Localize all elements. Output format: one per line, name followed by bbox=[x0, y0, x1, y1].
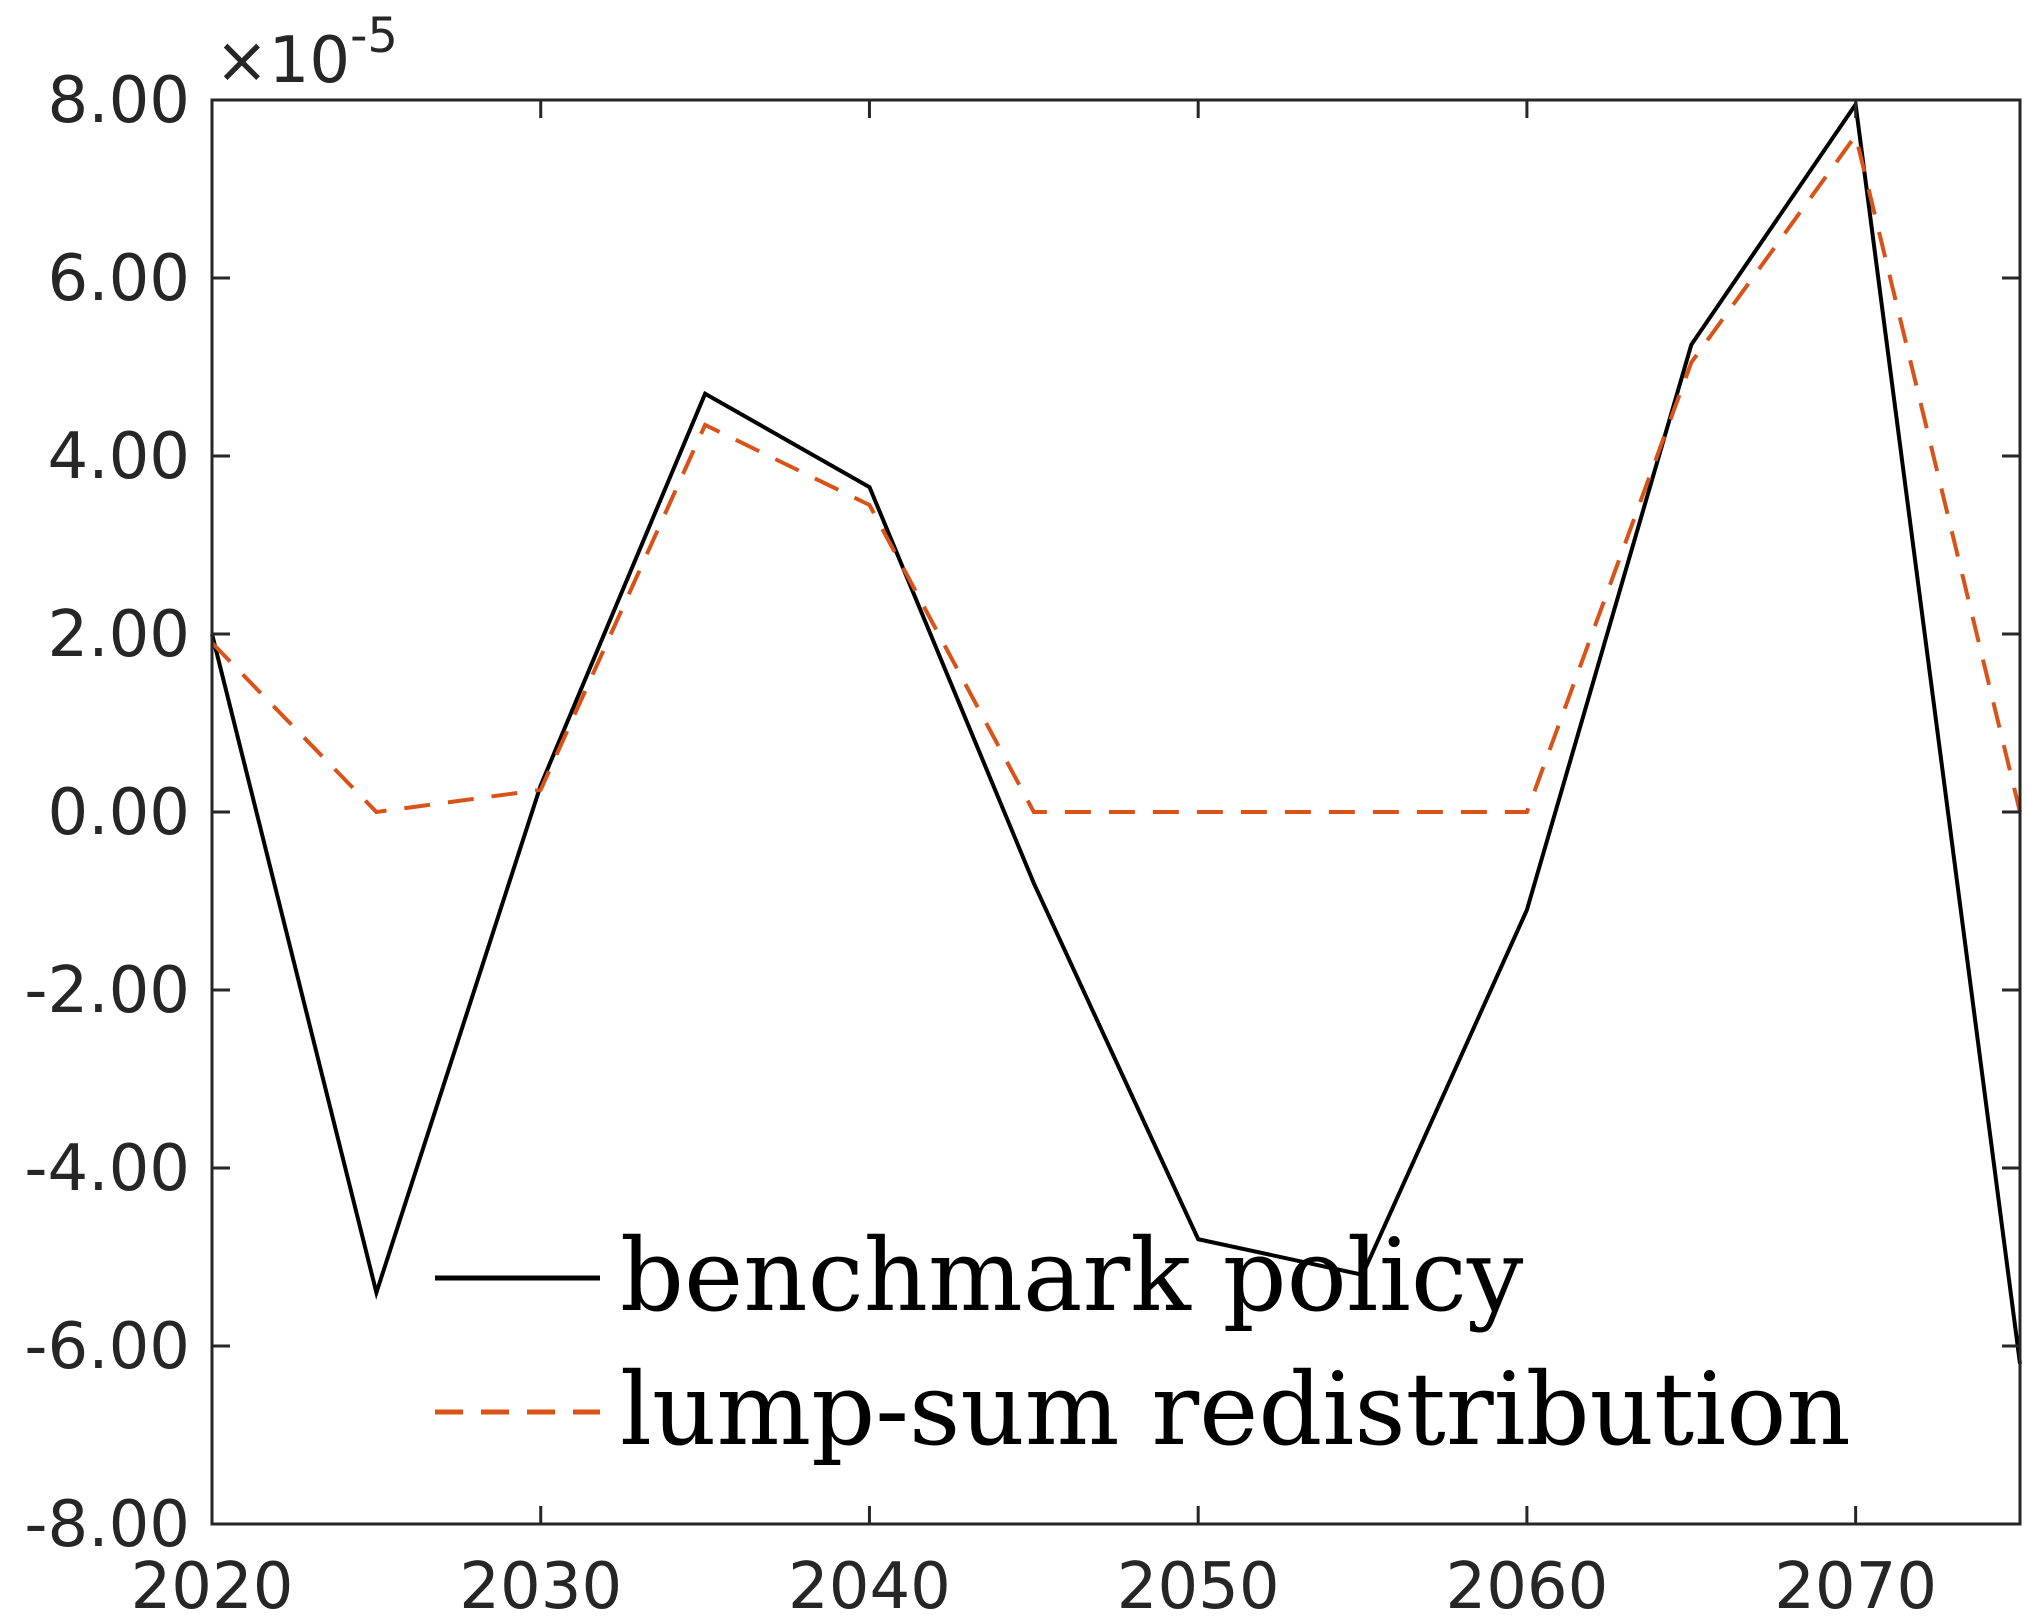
y-tick-label-7: -6.00 bbox=[24, 1310, 190, 1384]
series-layer bbox=[210, 99, 2022, 1365]
series-line-1 bbox=[210, 130, 2022, 815]
legend: benchmark policy lump-sum redistribution bbox=[435, 1217, 1851, 1468]
y-tick-label-0: 8.00 bbox=[48, 64, 191, 138]
y-tick-label-8: -8.00 bbox=[24, 1488, 190, 1562]
x-tick-label-1: 2030 bbox=[459, 1550, 622, 1622]
y-tick-label-5: -2.00 bbox=[24, 954, 190, 1028]
x-tick-label-0: 2020 bbox=[131, 1550, 294, 1622]
legend-label-benchmark: benchmark policy bbox=[620, 1217, 1524, 1334]
tick-layer bbox=[210, 98, 2020, 1526]
y-tick-label-4: 0.00 bbox=[48, 776, 191, 850]
series-line-0 bbox=[210, 99, 2022, 1365]
y-tick-label-6: -4.00 bbox=[24, 1132, 190, 1206]
legend-label-lump-sum: lump-sum redistribution bbox=[620, 1351, 1851, 1468]
y-tick-label-2: 4.00 bbox=[48, 420, 191, 494]
y-tick-label-1: 6.00 bbox=[48, 242, 191, 316]
y-multiplier-label: ×10-5 bbox=[215, 8, 398, 98]
x-tick-label-5: 2070 bbox=[1774, 1550, 1937, 1622]
y-multiplier-base: ×10 bbox=[215, 24, 350, 98]
x-tick-label-2: 2040 bbox=[788, 1550, 951, 1622]
x-tick-label-3: 2050 bbox=[1117, 1550, 1280, 1622]
x-tick-labels: 2020 2030 2040 2050 2060 2070 bbox=[131, 1550, 1938, 1622]
x-tick-label-4: 2060 bbox=[1445, 1550, 1608, 1622]
y-tick-label-3: 2.00 bbox=[48, 598, 191, 672]
y-multiplier-exponent: -5 bbox=[350, 8, 398, 64]
y-tick-labels: 8.00 6.00 4.00 2.00 0.00 -2.00 -4.00 -6.00 -8.00 bbox=[24, 64, 190, 1562]
